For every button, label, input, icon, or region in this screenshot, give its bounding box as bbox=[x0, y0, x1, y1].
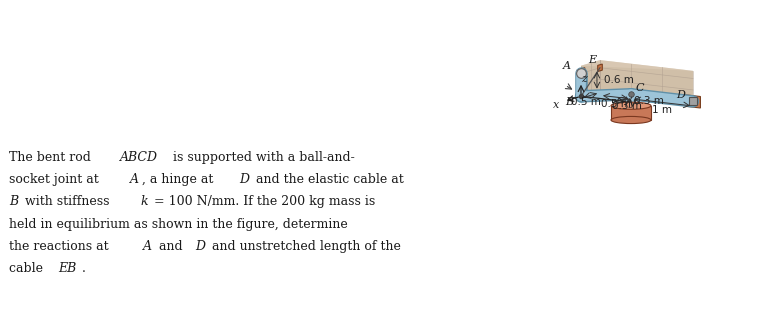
Text: k: k bbox=[140, 195, 148, 208]
Text: D: D bbox=[195, 240, 205, 253]
Polygon shape bbox=[598, 64, 602, 72]
Text: A: A bbox=[130, 173, 139, 186]
Polygon shape bbox=[686, 95, 700, 108]
Text: 0.6 m: 0.6 m bbox=[604, 75, 634, 85]
Ellipse shape bbox=[611, 116, 651, 124]
Text: with stiffness: with stiffness bbox=[21, 195, 114, 208]
Text: B: B bbox=[9, 195, 19, 208]
Polygon shape bbox=[581, 60, 693, 101]
Text: and unstretched length of the: and unstretched length of the bbox=[208, 240, 401, 253]
Text: 1 m: 1 m bbox=[652, 105, 672, 114]
Text: B: B bbox=[565, 97, 573, 107]
Text: z: z bbox=[581, 74, 587, 84]
Text: E: E bbox=[588, 55, 596, 65]
Text: = 100 N/mm. If the 200 kg mass is: = 100 N/mm. If the 200 kg mass is bbox=[150, 195, 375, 208]
Polygon shape bbox=[577, 68, 585, 79]
Text: 0.5 m: 0.5 m bbox=[601, 99, 631, 109]
Text: 0.5 m: 0.5 m bbox=[570, 97, 601, 107]
Text: socket joint at: socket joint at bbox=[9, 173, 103, 186]
FancyBboxPatch shape bbox=[611, 106, 651, 120]
Text: EB: EB bbox=[58, 263, 77, 276]
Text: A: A bbox=[143, 240, 152, 253]
Text: and: and bbox=[155, 240, 187, 253]
Text: D: D bbox=[239, 173, 249, 186]
Text: and the elastic cable at: and the elastic cable at bbox=[252, 173, 404, 186]
Text: C: C bbox=[636, 83, 645, 93]
Ellipse shape bbox=[611, 102, 651, 109]
Text: A: A bbox=[563, 61, 571, 71]
Text: 0.3 m: 0.3 m bbox=[611, 101, 642, 111]
Text: ABCD: ABCD bbox=[120, 151, 158, 164]
Text: D: D bbox=[676, 90, 685, 100]
Text: The bent rod: The bent rod bbox=[9, 151, 95, 164]
Text: y: y bbox=[628, 98, 635, 108]
Text: , a hinge at: , a hinge at bbox=[142, 173, 217, 186]
Polygon shape bbox=[581, 60, 693, 71]
Text: is supported with a ball-and-: is supported with a ball-and- bbox=[170, 151, 354, 164]
Text: 0.3 m: 0.3 m bbox=[634, 96, 664, 106]
Text: .: . bbox=[82, 263, 86, 276]
Text: the reactions at: the reactions at bbox=[9, 240, 113, 253]
Text: held in equilibrium as shown in the figure, determine: held in equilibrium as shown in the figu… bbox=[9, 218, 348, 231]
Text: cable: cable bbox=[9, 263, 47, 276]
Text: x: x bbox=[553, 100, 559, 110]
